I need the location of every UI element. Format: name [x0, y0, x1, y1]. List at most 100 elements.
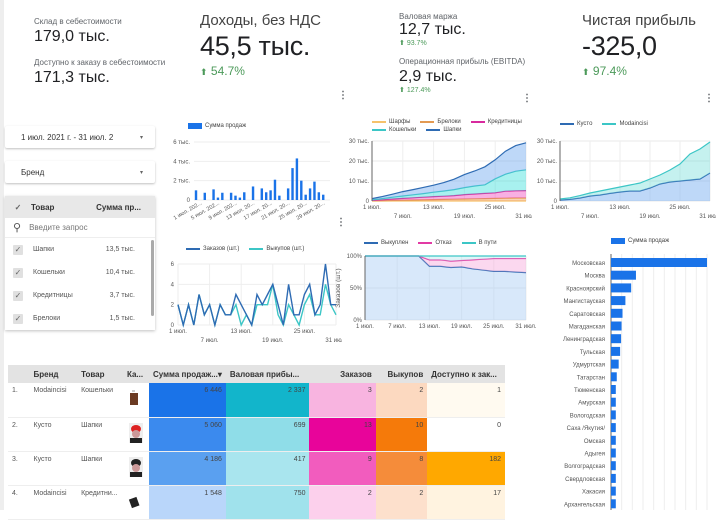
bar [295, 158, 299, 200]
bar [278, 195, 281, 200]
area-В пути [365, 256, 526, 262]
more-options-icon[interactable]: ⋮ [338, 90, 348, 101]
product-thumbnail [128, 422, 143, 443]
y-tick-label: 0 [554, 199, 558, 205]
checkbox-checked[interactable]: ✓ [13, 244, 23, 255]
table-row[interactable]: 1. Modaincisi Кошельки 6 446 2 337 3 2 1 [8, 383, 505, 417]
table-row[interactable]: 3. Кусто Шапки 4 186 417 9 8 182 [8, 451, 505, 485]
cell-available: 0 [427, 417, 505, 451]
x-tick-label: 13 июл. [231, 329, 253, 335]
table-row[interactable]: 2. Кусто Шапки 5 060 699 13 10 0 [8, 417, 505, 451]
kpi-ebitda-delta: ⬆ 127.4% [399, 86, 525, 94]
sort-desc-icon: ▾ [217, 369, 222, 379]
brand-filter-dropdown[interactable]: Бренд ▾ [5, 161, 155, 183]
x-tick-label: 19 июл. [451, 324, 473, 330]
area-Выкуплен [365, 256, 526, 320]
cell-gross-profit: 699 [225, 417, 310, 451]
col-image[interactable]: Ка... [122, 365, 149, 383]
checkbox-checked[interactable]: ✓ [13, 267, 23, 278]
series-line [559, 141, 711, 200]
product-search[interactable]: ⚲ Введите запрос [5, 218, 155, 238]
product-search-input[interactable]: Введите запрос [29, 223, 88, 232]
x-tick-label: 1 июл. [169, 329, 187, 335]
col-orders[interactable]: Заказов [309, 365, 376, 383]
legend-swatch [364, 242, 378, 244]
cell-orders: 13 [309, 417, 376, 451]
kpi-net-profit-value: -325,0 [582, 31, 657, 61]
product-filter-item[interactable]: ✓ Кредитницы 3,7 тыс. [5, 284, 155, 307]
dropdown-caret-icon: ▾ [139, 134, 143, 141]
product-thumbnail [128, 456, 143, 477]
product-cumulative-chart: Шарфы Брелоки Кредитницы Кошельки Шапки … [342, 117, 537, 225]
cell-sales: 6 446 [148, 383, 226, 417]
product-filter-item[interactable]: ✓ Кошельки 10,4 тыс. [5, 261, 155, 284]
product-filter-item-value: 10,4 тыс. [105, 269, 135, 276]
series-line [559, 172, 711, 201]
kpi-stock-cost: Склад в себестоимости 179,0 тыс. [34, 17, 122, 46]
x-tick-label: 13 июл. [419, 324, 441, 330]
legend-label: Modaincisi [619, 121, 648, 127]
select-all-checkbox[interactable]: ✓ [14, 202, 22, 212]
y-tick-label: 100% [347, 254, 363, 260]
more-options-icon[interactable]: ⋮ [704, 93, 714, 104]
kpi-revenue-value: 45,5 тыс. [200, 31, 311, 61]
cell-orders: 2 [309, 485, 376, 519]
x-tick-label: 25 июл. [669, 205, 691, 211]
arrow-up-icon: ⬆ [399, 87, 405, 94]
kpi-revenue-delta-value: 54.7% [210, 64, 245, 78]
kpi-gross-margin-label: Валовая маржа [399, 12, 458, 21]
product-filter-col-product: Товар [31, 202, 55, 212]
category-label: Хакасия [582, 490, 605, 496]
category-label: Амурская [578, 401, 605, 407]
category-label: Магаданская [569, 325, 605, 331]
product-filter-item[interactable]: ✓ Брелоки 1,5 тыс. [5, 307, 155, 330]
product-filter-scrollbar[interactable] [151, 240, 154, 316]
legend-swatch [420, 121, 435, 123]
kpi-available-cost-value: 171,3 тыс. [34, 69, 110, 86]
legend-label: Шарфы [389, 119, 411, 125]
bar [611, 473, 616, 483]
kpi-stock-cost-label: Склад в себестоимости [34, 17, 122, 26]
legend-swatch [418, 242, 433, 244]
kpi-net-profit-delta: ⬆ 97.4% [582, 64, 696, 78]
col-available[interactable]: Доступно к зак... [427, 365, 505, 383]
chart-legend: Шарфы Брелоки Кредитницы Кошельки Шапки [372, 119, 532, 133]
kpi-ebitda: Операционная прибыль (EBITDA) 2,9 тыс. ⬆… [399, 57, 525, 94]
brand-cumulative-svg: 0 10 тыс. 20 тыс. 30 тыс. 1 июл. 13 июл. 25 ию… [537, 139, 716, 220]
y-tick-label: 6 [171, 262, 175, 268]
cell-available: 1 [427, 383, 505, 417]
col-gross-profit[interactable]: Валовая прибы... [225, 365, 310, 383]
bar [304, 194, 307, 200]
legend-label: Выкуплен [381, 240, 409, 246]
date-range-picker[interactable]: 1 июл. 2021 г. - 31 июл. 2 ▾ [5, 126, 155, 148]
legend-item: Modaincisi [602, 121, 648, 127]
product-filter-col-sum[interactable]: Сумма пр... [96, 202, 141, 212]
col-brand[interactable]: Бренд [29, 365, 78, 383]
kpi-ebitda-label: Операционная прибыль (EBITDA) [399, 57, 526, 66]
product-filter-item[interactable]: ✓ Шапки 13,5 тыс. [5, 238, 155, 261]
bar [611, 435, 616, 445]
legend-swatch [372, 121, 386, 123]
y-tick-label: 4 [171, 282, 175, 288]
chart-legend: Сумма продаж [188, 123, 246, 129]
col-buyouts[interactable]: Выкупов [375, 365, 428, 383]
product-thumbnail [128, 496, 140, 508]
cell-buyouts: 2 [375, 485, 428, 519]
category-label: Мангистауская [564, 299, 605, 305]
table-row[interactable]: 4. Modaincisi Кредитни... 1 548 750 2 2 17 [8, 485, 505, 519]
legend-swatch [611, 238, 625, 244]
region-sales-svg: Московская Москва Красноярский Мангистауска… [563, 254, 708, 510]
series-line [177, 263, 336, 328]
more-options-icon[interactable]: ⋮ [336, 217, 346, 228]
category-label: Москва [585, 274, 606, 280]
more-options-icon[interactable]: ⋮ [522, 93, 532, 104]
col-sales[interactable]: Сумма продаж...▾ [148, 365, 226, 383]
category-label: Татарстан [577, 375, 605, 381]
cell-sales: 4 186 [148, 451, 226, 485]
checkbox-checked[interactable]: ✓ [13, 290, 23, 301]
legend-item: Сумма продаж [611, 238, 669, 244]
checkbox-checked[interactable]: ✓ [13, 313, 23, 324]
col-product[interactable]: Товар [77, 365, 123, 383]
legend-swatch [560, 123, 574, 125]
series-line [371, 190, 527, 201]
